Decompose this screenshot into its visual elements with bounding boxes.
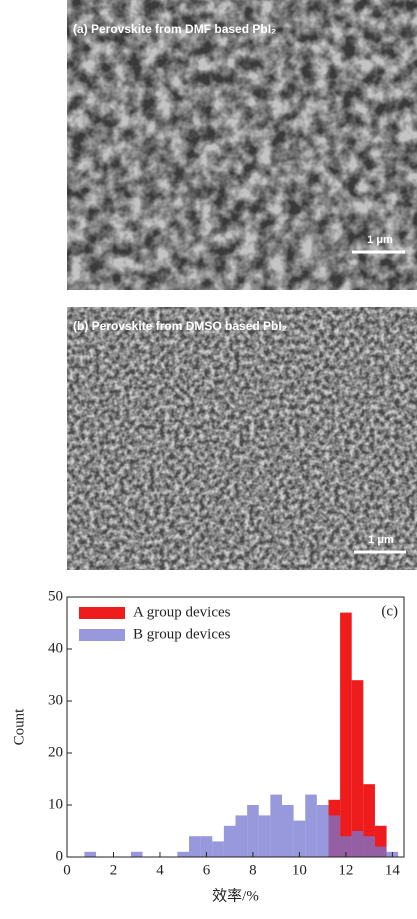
bar: [177, 852, 189, 857]
x-tick-label: 8: [249, 862, 257, 878]
bar: [259, 815, 271, 857]
y-tick-label: 10: [48, 796, 63, 812]
x-tick-label: 12: [338, 862, 353, 878]
x-tick-label: 2: [110, 862, 118, 878]
y-tick-label: 30: [48, 692, 63, 708]
panel-label: (b) Perovskite from DMSO based PbI₂: [73, 319, 287, 333]
x-tick-label: 6: [203, 862, 211, 878]
x-tick-label: 4: [156, 862, 164, 878]
y-axis-label: Count: [11, 708, 27, 746]
y-tick-label: 50: [48, 588, 63, 604]
bar: [224, 826, 236, 857]
bar: [317, 805, 329, 857]
bar: [375, 847, 387, 857]
bar: [131, 852, 143, 857]
scale-label: 1 μm: [368, 534, 394, 546]
annotation: (c): [381, 603, 398, 619]
page: {"panels": [ {"label": "(a) Perovskite f…: [0, 0, 417, 914]
x-axis-label: 效率/%: [212, 887, 259, 904]
figure: (a) Perovskite from DMF based PbI₂ 1 μm …: [0, 0, 417, 914]
bar: [352, 831, 364, 857]
legend-swatch: [79, 629, 125, 641]
legend-label: B group devices: [133, 626, 231, 642]
bar: [340, 613, 352, 857]
x-tick-label: 0: [63, 862, 71, 878]
bar: [189, 836, 201, 857]
bar: [282, 805, 294, 857]
sem-image-b: (b) Perovskite from DMSO based PbI₂ 1 μm: [67, 307, 417, 570]
bar: [212, 841, 224, 857]
y-tick-label: 0: [56, 848, 64, 864]
bar: [294, 821, 306, 857]
bar: [236, 815, 248, 857]
y-tick-label: 40: [48, 640, 63, 656]
bar: [328, 815, 340, 857]
panel-label: (a) Perovskite from DMF based PbI₂: [73, 22, 276, 36]
bar: [270, 795, 282, 857]
bar: [305, 795, 317, 857]
legend-swatch: [79, 607, 125, 619]
histogram-chart: 0 10 20 30 40 50 0 2 4 6 8 10 12 14 效率/% Count (c) A grou…: [11, 588, 404, 904]
bar: [363, 836, 375, 857]
bar: [352, 680, 364, 857]
y-tick-label: 20: [48, 744, 63, 760]
bar: [84, 852, 96, 857]
x-tick-label: 10: [292, 862, 307, 878]
sem-image-a: (a) Perovskite from DMF based PbI₂ 1 μm: [67, 0, 417, 290]
x-tick-label: 14: [385, 862, 401, 878]
bar: [247, 805, 259, 857]
legend-label: A group devices: [133, 604, 231, 620]
scale-label: 1 μm: [367, 234, 393, 246]
